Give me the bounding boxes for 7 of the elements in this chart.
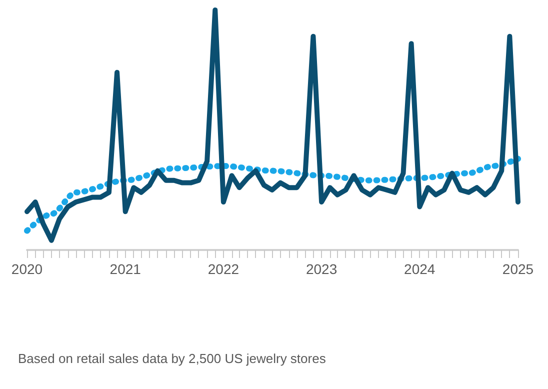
x-tick-label: 2021	[110, 261, 142, 277]
x-tick-label: 2022	[208, 261, 240, 277]
x-tick-label: 2024	[404, 261, 436, 277]
x-tick-label: 2020	[11, 261, 43, 277]
x-tick-label: 2023	[306, 261, 338, 277]
x-tick-label: 2025	[502, 261, 534, 277]
text: Based on retail sales data by 2,500 US jewelry stores	[18, 351, 326, 366]
